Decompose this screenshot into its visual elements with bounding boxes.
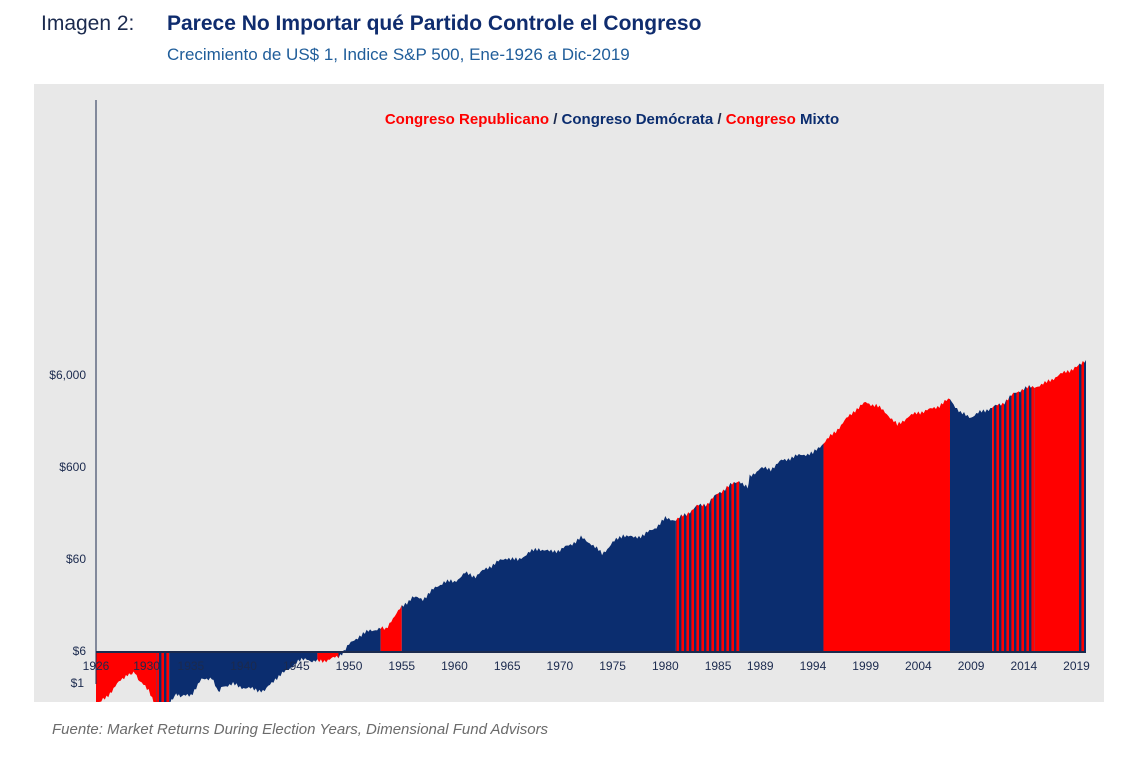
area-region-republican (96, 652, 157, 702)
area-region-democrat (949, 399, 993, 652)
figure-subtitle: Crecimiento de US$ 1, Indice S&P 500, En… (167, 45, 630, 64)
y-tick-label: $1 (71, 676, 85, 690)
area-region-democrat (739, 443, 824, 652)
area-region-democrat (169, 652, 318, 702)
x-tick-label: 2014 (1010, 659, 1037, 673)
area-region-mixed (675, 481, 740, 652)
x-tick-label: 1980 (652, 659, 679, 673)
y-tick-label: $60 (66, 552, 86, 566)
x-tick-label: 1950 (336, 659, 363, 673)
x-tick-label: 1955 (388, 659, 415, 673)
x-tick-label: 1930 (133, 659, 160, 673)
x-tick-label: 2004 (905, 659, 932, 673)
area-region-mixed (156, 652, 170, 702)
figure-label: Imagen 2: (41, 12, 135, 35)
figure-title: Parece No Importar qué Partido Controle … (167, 12, 702, 35)
area-region-democrat (338, 627, 381, 659)
legend-segment: / (549, 111, 562, 128)
area-region-republican (380, 605, 402, 652)
x-tick-label: 1945 (283, 659, 310, 673)
legend-segment: / (713, 111, 726, 128)
area-region-mixed (992, 385, 1035, 652)
legend-segment: Congreso Republicano (385, 111, 549, 128)
x-tick-label: 1940 (230, 659, 257, 673)
x-tick-label: 1926 (83, 659, 110, 673)
x-tick-label: 1965 (494, 659, 521, 673)
area-region-democrat (401, 516, 676, 652)
chart-svg: $1$6$60$600$6,000 1926 1930 1935 1940 1945 19… (49, 100, 1091, 702)
area-regions (96, 359, 1086, 702)
x-tick-label: 1985 (705, 659, 732, 673)
area-region-republican (823, 398, 950, 652)
x-tick-label: 1970 (547, 659, 574, 673)
x-tick-label: 1960 (441, 659, 468, 673)
x-tick-label: 1975 (599, 659, 626, 673)
x-tick-label: 2019 (1063, 659, 1090, 673)
x-tick-label: 1989 (747, 659, 774, 673)
x-tick-label: 2009 (958, 659, 985, 673)
legend: Congreso Republicano / Congreso Demócrat… (385, 111, 839, 128)
y-tick-label: $6 (73, 644, 87, 658)
chart-panel: $1 $6 $60 $600 $6,000 1926 1930 1935 1940 1945 19… (34, 84, 1104, 702)
y-tick-labels: $1 $6 $60 $600 $6,000 (49, 368, 86, 690)
x-tick-label: 1994 (800, 659, 827, 673)
legend-segment: Congreso Demócrata (562, 111, 714, 128)
legend-segment: Congreso (726, 111, 796, 128)
y-tick-label: $600 (59, 460, 86, 474)
area-region-mixed (1076, 359, 1086, 652)
x-tick-labels: 1926 1930 1935 1940 1945 1950 1955 1960 1965 1970… (83, 659, 1091, 673)
x-tick-label: 1935 (178, 659, 205, 673)
legend-segment: Mixto (796, 111, 839, 128)
x-tick-label: 1999 (852, 659, 879, 673)
area-region-republican (1034, 366, 1077, 652)
source-note: Fuente: Market Returns During Election Y… (52, 721, 549, 738)
area-region-republican (317, 652, 339, 663)
y-tick-label: $6,000 (49, 368, 86, 382)
